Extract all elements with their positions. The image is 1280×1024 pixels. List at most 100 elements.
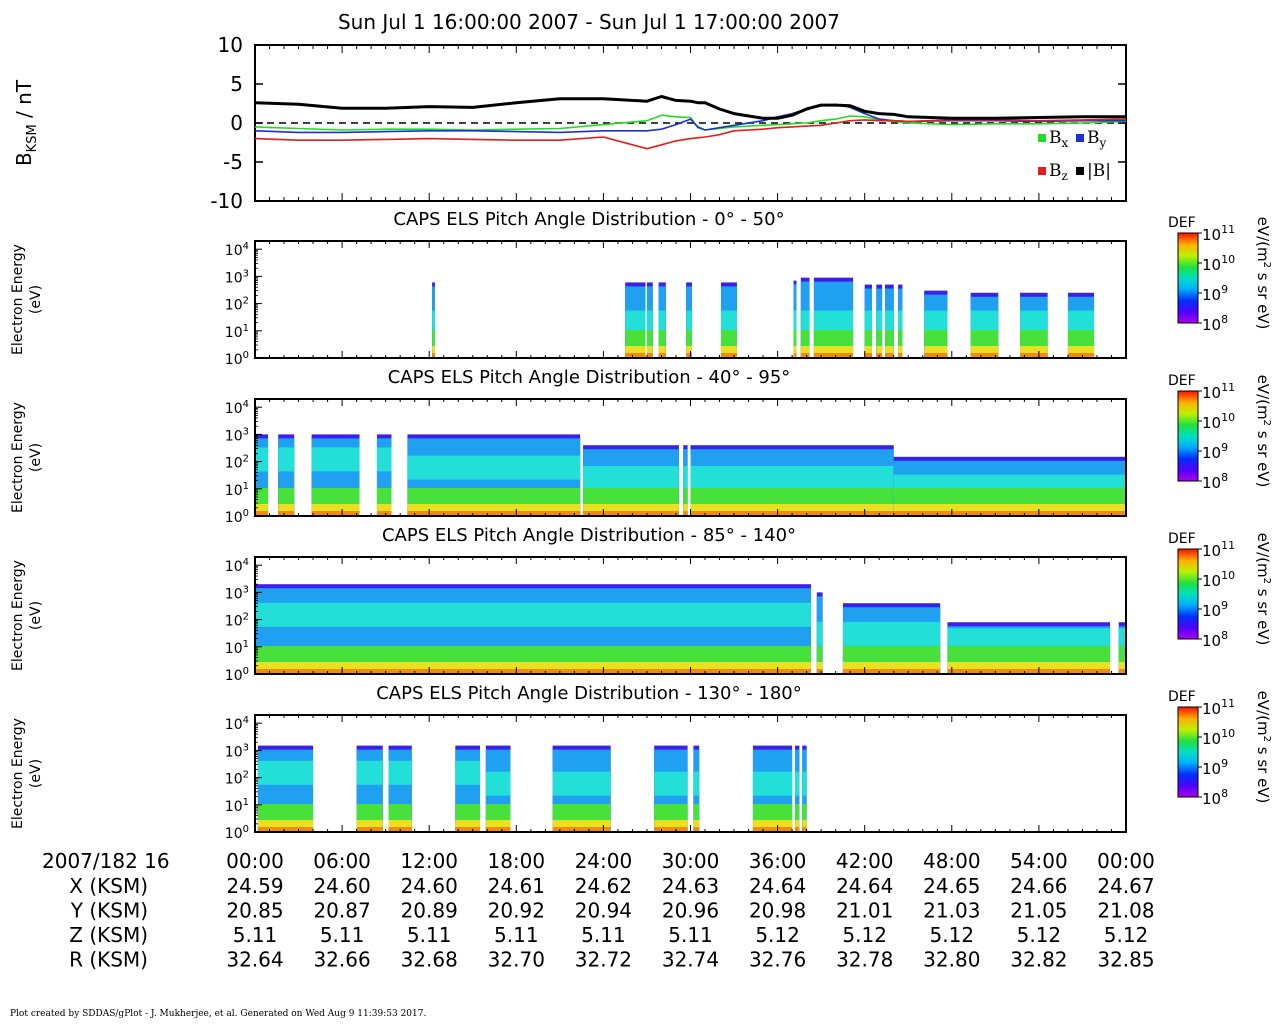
data-block-yellow [455,820,481,828]
data-block-yellow [720,346,737,354]
data-block [690,445,894,516]
ephemeris-value: 20.96 [662,899,719,923]
colorbar-unit-a: eV/(m [1254,217,1272,262]
data-block-core [278,447,295,472]
data-block-orange [924,353,948,358]
data-block [813,277,854,358]
ephemeris-row-label: X (KSM) [69,874,148,898]
colorbar-tick-label-base: 10 [1202,700,1221,718]
data-block-orange [407,511,581,516]
data-block-yellow [793,346,797,354]
spec-ytick-label: 101 [225,639,249,657]
spec-ytick-label: 101 [225,797,249,815]
data-block [583,445,679,516]
ephemeris-value: 20.87 [313,899,370,923]
data-block-yellow [802,820,807,828]
ephemeris-value: 32.85 [1097,948,1154,972]
data-block-low-band [686,330,692,346]
ephemeris-value: 21.03 [923,899,980,923]
ephemeris-value: 32.78 [836,948,893,972]
data-block-yellow [898,346,903,354]
colorbar-unit-b: s sr eV) [1254,426,1272,487]
ephemeris-value: 5.12 [930,923,975,947]
colorbar-unit-a: eV/(m [1254,691,1272,736]
data-block-low-band [802,804,807,820]
spectrogram-panel: CAPS ELS Pitch Angle Distribution - 85° … [10,525,1272,684]
legend-swatch-by [1076,134,1084,142]
spec-ytick-label-base: 10 [225,352,243,368]
spec-y-axis-unit: (eV) [28,285,44,314]
data-block [654,745,688,832]
data-block-yellow [683,504,688,512]
legend-label-b_total: |B| [1087,161,1111,181]
colorbar-tick-label-base: 10 [1202,572,1221,590]
colorbar-gradient [1177,390,1199,482]
data-block-core [583,465,679,490]
colorbar-tick-label: 109 [1202,283,1228,304]
data-block [924,290,948,358]
ephemeris-value: 21.08 [1097,899,1154,923]
data-block-yellow [376,504,392,512]
colorbar-tick-label-exp: 11 [1221,539,1235,552]
ephemeris-row-label: R (KSM) [69,948,148,972]
data-block-core [432,310,436,335]
spec-ytick-label-base: 10 [225,614,243,630]
colorbar-title: DEF [1168,689,1196,705]
ephemeris-value: 24.63 [662,874,719,898]
spec-ytick-label: 102 [225,296,249,314]
data-block-low-band [356,804,383,820]
legend-label-bz: Bz [1049,161,1068,183]
spec-ytick-label-base: 10 [225,744,243,760]
spec-ytick-label-base: 10 [225,586,243,602]
data-block-yellow [388,820,412,828]
data-block-low-band [1118,646,1126,662]
mag-ytick-label: 0 [230,111,243,135]
spec-ytick-label: 100 [225,508,249,526]
data-block-yellow [311,504,360,512]
colorbar-gradient [1177,548,1199,640]
spec-y-axis-label: Electron Energy [10,402,26,513]
data-block-orange [278,511,295,516]
data-block-low-band [800,330,810,346]
data-block [1118,622,1126,674]
colorbar-tick-label-exp: 9 [1221,757,1228,770]
time-tick-label: 00:00 [226,849,284,873]
data-block [646,282,653,358]
colorbar-tick-label: 1011 [1202,539,1235,560]
data-block-low-band [720,330,737,346]
data-block-low-band [376,488,392,504]
data-block-yellow [654,820,688,828]
ephemeris-value: 24.60 [313,874,370,898]
spec-ytick-label-base: 10 [225,298,243,314]
colorbar-tick-label: 108 [1202,787,1228,808]
spec-ytick-label-exp: 0 [243,666,249,677]
data-block-yellow [485,820,511,828]
data-block-core [876,310,883,335]
data-block [552,745,611,832]
data-block-low-band [432,330,436,346]
colorbar-unit-label: eV/(m2 s sr eV) [1254,691,1272,804]
data-block [816,592,823,674]
data-block-low-band [407,488,581,504]
spec-ytick-label-exp: 1 [243,323,249,334]
colorbar-tick-label: 109 [1202,441,1228,462]
legend-label-by: By [1087,128,1107,150]
colorbar-tick-label-exp: 8 [1221,787,1228,800]
data-block-low-band [885,330,894,346]
data-block [898,284,903,358]
data-block-orange [654,827,688,832]
data-block-orange [864,353,872,358]
data-block-core [1118,628,1126,653]
data-block-core [356,760,383,785]
data-block [278,434,295,516]
ephemeris-value: 5.12 [1104,923,1149,947]
data-block-yellow [1067,346,1095,354]
colorbar-tick-label-base: 10 [1202,542,1221,560]
data-block [864,284,872,358]
ephemeris-row: Z (KSM) 5.11 5.11 5.11 5.11 5.11 5.11 5.12 5.12 5… [69,923,1148,947]
ephemeris-value: 24.64 [749,874,806,898]
